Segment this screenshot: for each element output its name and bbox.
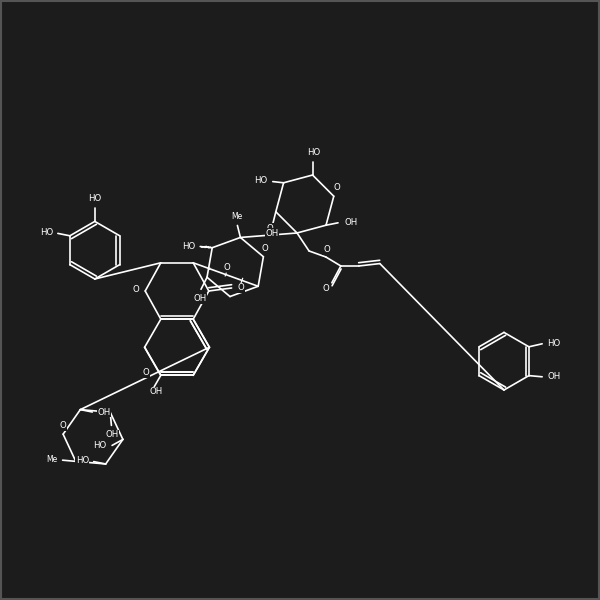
Text: OH: OH [266, 229, 279, 238]
Text: OH: OH [344, 218, 357, 227]
Text: OH: OH [97, 407, 110, 416]
Text: OH: OH [548, 372, 561, 382]
Text: HO: HO [88, 194, 101, 203]
Text: HO: HO [182, 242, 196, 251]
Text: O: O [60, 421, 67, 430]
Text: O: O [266, 224, 273, 233]
Text: O: O [133, 286, 139, 294]
Text: HO: HO [548, 340, 561, 348]
Text: OH: OH [149, 388, 163, 397]
Text: O: O [261, 244, 268, 253]
Text: Me: Me [47, 455, 58, 464]
Text: O: O [334, 184, 340, 193]
Text: HO: HO [94, 441, 107, 450]
Text: O: O [143, 368, 149, 377]
Text: O: O [322, 284, 329, 293]
Text: HO: HO [254, 176, 268, 185]
Text: O: O [323, 245, 330, 254]
Text: O: O [238, 283, 244, 292]
Text: HO: HO [40, 228, 53, 237]
Text: O: O [224, 263, 230, 272]
Text: Me: Me [231, 212, 242, 221]
Text: OH: OH [106, 430, 119, 439]
Text: HO: HO [307, 148, 320, 157]
Text: OH: OH [193, 294, 206, 303]
Text: HO: HO [76, 457, 89, 466]
